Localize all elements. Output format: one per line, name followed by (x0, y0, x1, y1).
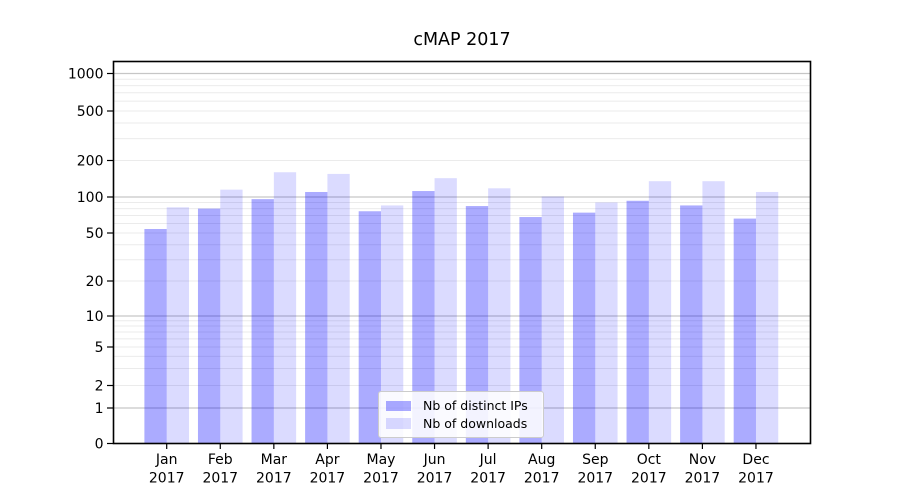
y-tick-label: 50 (86, 226, 104, 242)
x-tick-label-year: 2017 (417, 471, 453, 487)
y-tick-label: 1000 (68, 67, 104, 83)
x-tick-label-year: 2017 (202, 471, 238, 487)
bar-downloads-oct (648, 181, 672, 444)
x-tick-label-year: 2017 (470, 471, 506, 487)
x-tick-label-month: Apr (315, 452, 339, 468)
x-tick-label-year: 2017 (631, 471, 667, 487)
bar-distinct-ips-may (358, 211, 381, 444)
x-tick-label-year: 2017 (738, 471, 774, 487)
x-tick-label-month: Sep (582, 452, 609, 468)
x-tick-label-month: Feb (208, 452, 233, 468)
bar-downloads-feb (220, 189, 243, 444)
bar-downloads-may (380, 205, 404, 444)
legend-label-distinct-ips: Nb of distinct IPs (423, 398, 528, 414)
legend-swatch-distinct-ips (386, 400, 411, 411)
bar-downloads-nov (702, 181, 725, 444)
bar-distinct-ips-feb (197, 208, 221, 444)
bar-downloads-jan (166, 207, 189, 444)
bar-downloads-jun (434, 178, 457, 444)
x-tick-label-month: Dec (742, 452, 769, 468)
bar-distinct-ips-oct (626, 200, 649, 444)
bar-distinct-ips-sep (572, 212, 596, 444)
legend-label-downloads: Nb of downloads (423, 415, 528, 431)
bar-downloads-sep (595, 202, 618, 444)
bar-downloads-apr (327, 173, 350, 444)
x-tick-label-year: 2017 (310, 471, 346, 487)
bar-downloads-aug (541, 196, 564, 444)
y-tick-label: 5 (95, 340, 104, 356)
x-tick-label-month: Aug (528, 452, 555, 468)
x-tick-label-month: Jun (423, 452, 446, 468)
bar-downloads-dec (755, 191, 779, 444)
bar-distinct-ips-nov (680, 205, 703, 444)
bar-downloads-mar (273, 172, 297, 444)
bar-distinct-ips-mar (251, 199, 274, 444)
x-tick-label-month: Jan (155, 452, 178, 468)
x-tick-label-year: 2017 (256, 471, 292, 487)
legend-item-distinct-ips: Nb of distinct IPs (386, 398, 535, 413)
y-tick-label: 2 (95, 379, 104, 395)
x-tick-label-month: May (367, 452, 396, 468)
x-tick-label-month: Jul (479, 452, 497, 468)
y-tick-label: 10 (86, 309, 104, 325)
x-tick-label-year: 2017 (685, 471, 721, 487)
legend-item-downloads: Nb of downloads (386, 416, 535, 431)
y-tick-label: 100 (77, 190, 104, 206)
chart-title: cMAP 2017 (413, 30, 511, 50)
bar-distinct-ips-dec (733, 218, 756, 444)
bar-distinct-ips-aug (519, 217, 542, 444)
bar-distinct-ips-jan (144, 229, 167, 444)
x-tick-label-year: 2017 (363, 471, 399, 487)
bar-distinct-ips-jul (465, 206, 489, 444)
bar-distinct-ips-jun (412, 191, 435, 444)
legend-swatch-downloads (386, 418, 411, 429)
y-tick-label: 200 (77, 154, 104, 170)
bar-distinct-ips-apr (305, 191, 328, 444)
y-tick-label: 20 (86, 274, 104, 290)
bar-downloads-jul (488, 188, 511, 444)
y-tick-label: 500 (77, 104, 104, 120)
x-tick-label-year: 2017 (149, 471, 185, 487)
x-tick-label-year: 2017 (524, 471, 560, 487)
x-tick-label-month: Mar (261, 452, 288, 468)
x-tick-label-month: Oct (637, 452, 662, 468)
plot-border (112, 60, 812, 445)
x-tick-label-month: Nov (689, 452, 716, 468)
y-tick-label: 0 (95, 437, 104, 453)
legend: Nb of distinct IPs Nb of downloads (378, 391, 544, 438)
x-tick-label-year: 2017 (577, 471, 613, 487)
y-tick-label: 1 (95, 401, 104, 417)
